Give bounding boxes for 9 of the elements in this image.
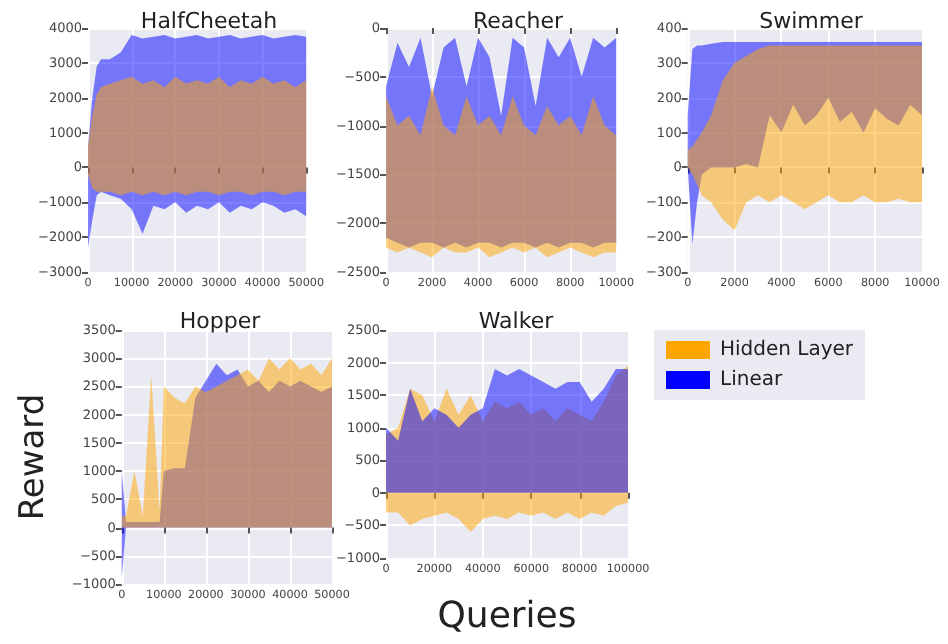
y-axis-title: Reward <box>13 393 53 521</box>
chart-title: HalfCheetah <box>140 8 278 34</box>
chart-title: Swimmer <box>759 8 864 34</box>
legend-label: Hidden Layer <box>720 339 855 361</box>
chart-title: Walker <box>478 308 555 334</box>
chart-title: Hopper <box>179 308 262 334</box>
legend-label: Linear <box>720 369 784 391</box>
x-axis-title: Queries <box>437 595 577 637</box>
chart-title: Reacher <box>473 8 564 34</box>
